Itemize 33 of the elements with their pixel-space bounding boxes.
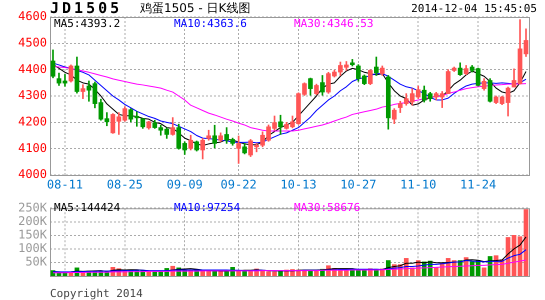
chart-subtitle: 鸡蛋1505 - 日K线图	[140, 1, 250, 16]
x-tick-label: 08-11	[46, 177, 84, 192]
x-tick-label: 10-27	[340, 177, 376, 192]
x-tick-label: 11-10	[400, 177, 436, 192]
y-tick-label: 4300	[18, 88, 47, 102]
y-tick-label: 4200	[18, 114, 47, 128]
y-tick-label: 100K	[18, 241, 48, 256]
bar	[482, 268, 486, 276]
text: MA30:58676	[294, 201, 362, 214]
y-tick-label: 250K	[18, 200, 48, 214]
text: MA10:97254	[174, 201, 242, 214]
y-tick-label: 4400	[18, 62, 47, 76]
y-tick-label: 4100	[18, 140, 47, 155]
x-tick-label: 09-09	[166, 177, 203, 192]
x-tick-label: 08-25	[106, 177, 143, 192]
text: MA5:144424	[54, 201, 122, 214]
y-tick-label: 200K	[18, 214, 48, 228]
y-tick-label: 50K	[25, 254, 48, 269]
x-tick-label: 09-22	[220, 177, 257, 192]
text: 2014-12-04 15:45:05	[411, 2, 537, 15]
text: MA5:4393.2	[54, 17, 122, 30]
bar	[218, 271, 223, 276]
y-tick-label: 150K	[18, 227, 48, 242]
y-tick-label: 4500	[18, 35, 47, 50]
bar	[212, 271, 217, 276]
x-tick-label: 10-13	[280, 177, 317, 192]
text: Copyright 2014	[50, 287, 143, 300]
text: MA10:4363.6	[174, 17, 248, 30]
x-tick-label: 11-24	[460, 177, 496, 192]
y-tick-label: 4600	[18, 9, 47, 24]
text: MA30:4346.53	[294, 17, 374, 30]
y-tick-label: 4000	[18, 167, 47, 182]
chart-title: JD1505	[50, 0, 122, 17]
